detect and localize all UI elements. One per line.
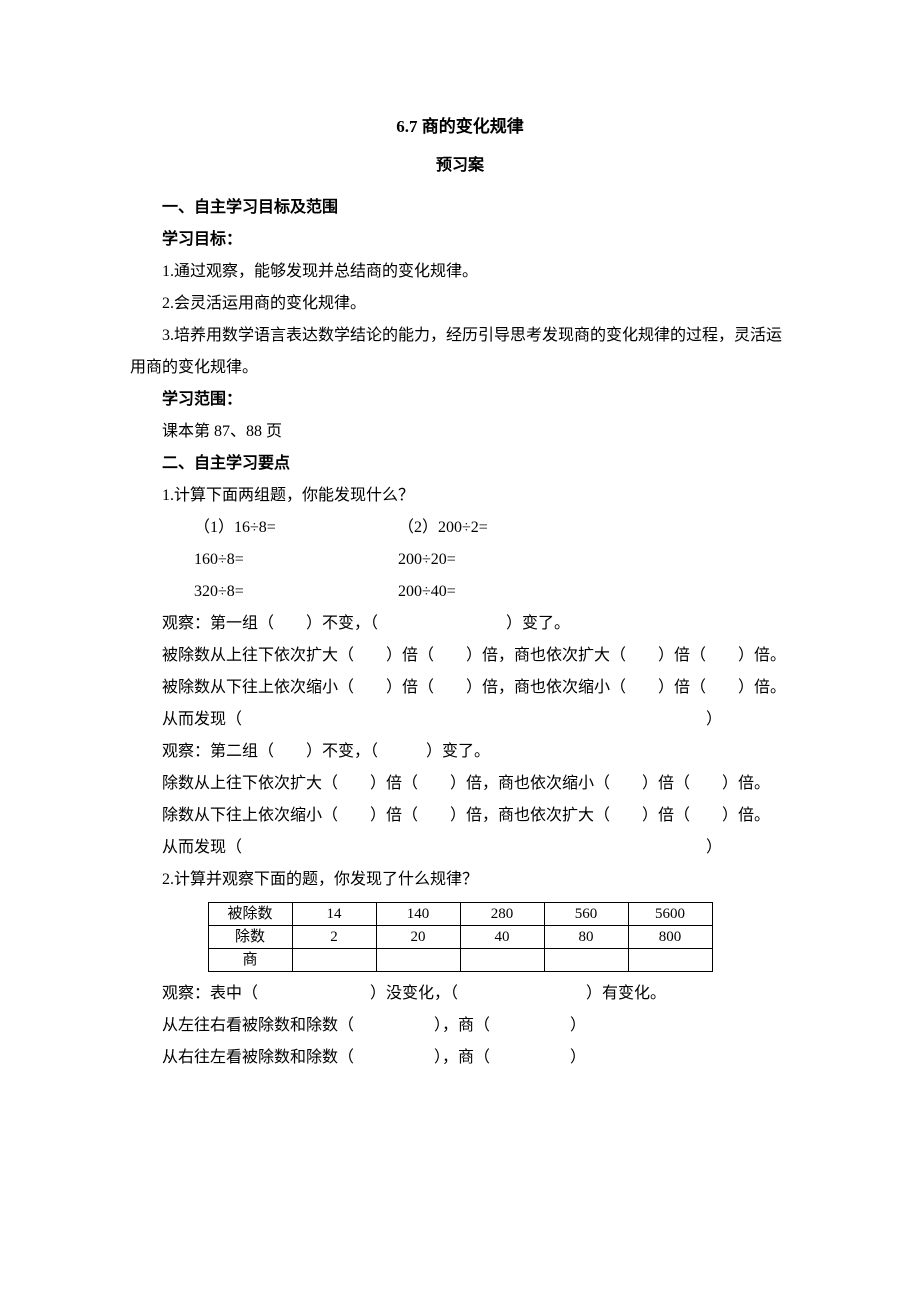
goal-2: 2.会灵活运用商的变化规律。 xyxy=(130,288,790,320)
table-cell: 80 xyxy=(544,926,628,949)
table-cell: 560 xyxy=(544,903,628,926)
eq-row-3: 320÷8= 200÷40= xyxy=(130,576,790,608)
table-cell xyxy=(628,949,712,972)
table-cell: 14 xyxy=(292,903,376,926)
section1-head: 一、自主学习目标及范围 xyxy=(130,192,790,224)
range-label: 学习范围： xyxy=(130,384,790,416)
eq-b1: （2）200÷2= xyxy=(366,512,488,544)
eq-a2: 160÷8= xyxy=(162,544,362,576)
row-head-2: 除数 xyxy=(208,926,292,949)
table-cell xyxy=(376,949,460,972)
eq-row-1: （1）16÷8= （2）200÷2= xyxy=(130,512,790,544)
goal-3: 3.培养用数学语言表达数学结论的能力，经历引导思考发现商的变化规律的过程，灵活运… xyxy=(130,320,790,384)
table-row: 商 xyxy=(208,949,712,972)
table-cell: 5600 xyxy=(628,903,712,926)
find2: 从而发现（ ） xyxy=(130,832,790,864)
doc-title: 6.7 商的变化规律 xyxy=(130,110,790,144)
line4: 除数从下往上依次缩小（ ）倍（ ）倍，商也依次扩大（ ）倍（ ）倍。 xyxy=(130,800,790,832)
doc-subtitle: 预习案 xyxy=(130,150,790,182)
line2: 被除数从下往上依次缩小（ ）倍（ ）倍，商也依次缩小（ ）倍（ ）倍。 xyxy=(130,672,790,704)
q1-text: 1.计算下面两组题，你能发现什么？ xyxy=(130,480,790,512)
line1: 被除数从上往下依次扩大（ ）倍（ ）倍，商也依次扩大（ ）倍（ ）倍。 xyxy=(130,640,790,672)
obs2: 观察：第二组（ ）不变，（ ）变了。 xyxy=(130,736,790,768)
section2-head: 二、自主学习要点 xyxy=(130,448,790,480)
eq-row-2: 160÷8= 200÷20= xyxy=(130,544,790,576)
eq-a1: （1）16÷8= xyxy=(162,512,362,544)
goal-label: 学习目标： xyxy=(130,224,790,256)
table-cell: 20 xyxy=(376,926,460,949)
row-head-3: 商 xyxy=(208,949,292,972)
eq-b2: 200÷20= xyxy=(366,544,456,576)
find1: 从而发现（ ） xyxy=(130,704,790,736)
data-table: 被除数 14 140 280 560 5600 除数 2 20 40 80 80… xyxy=(208,902,713,972)
range-text: 课本第 87、88 页 xyxy=(130,416,790,448)
row-head-1: 被除数 xyxy=(208,903,292,926)
table-cell: 280 xyxy=(460,903,544,926)
goal-1: 1.通过观察，能够发现并总结商的变化规律。 xyxy=(130,256,790,288)
table-cell xyxy=(544,949,628,972)
obs3: 观察：表中（ ）没变化，（ ）有变化。 xyxy=(130,978,790,1010)
table-cell xyxy=(292,949,376,972)
eq-a3: 320÷8= xyxy=(162,576,362,608)
eq-b3: 200÷40= xyxy=(366,576,456,608)
table-cell: 800 xyxy=(628,926,712,949)
table-cell xyxy=(460,949,544,972)
table-row: 除数 2 20 40 80 800 xyxy=(208,926,712,949)
table-cell: 40 xyxy=(460,926,544,949)
line5: 从左往右看被除数和除数（ ），商（ ） xyxy=(130,1010,790,1042)
q2-text: 2.计算并观察下面的题，你发现了什么规律？ xyxy=(130,864,790,896)
table-row: 被除数 14 140 280 560 5600 xyxy=(208,903,712,926)
line6: 从右往左看被除数和除数（ ），商（ ） xyxy=(130,1042,790,1074)
obs1: 观察：第一组（ ）不变，（ ）变了。 xyxy=(130,608,790,640)
line3: 除数从上往下依次扩大（ ）倍（ ）倍，商也依次缩小（ ）倍（ ）倍。 xyxy=(130,768,790,800)
table-cell: 2 xyxy=(292,926,376,949)
table-cell: 140 xyxy=(376,903,460,926)
